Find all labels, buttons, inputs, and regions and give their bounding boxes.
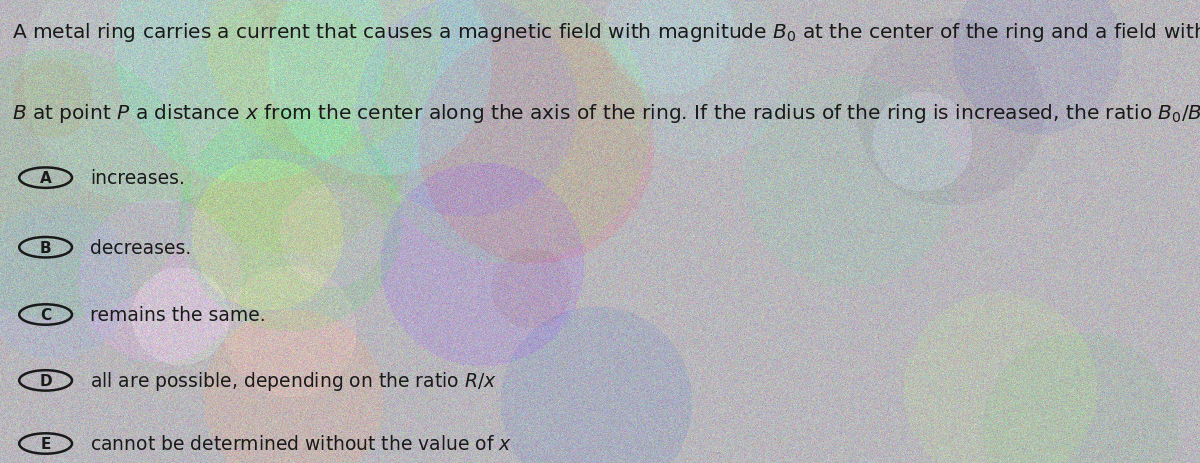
Text: decreases.: decreases. [90,238,191,257]
Text: cannot be determined without the value of $x$: cannot be determined without the value o… [90,434,512,453]
Text: D: D [40,373,52,388]
Text: all are possible, depending on the ratio $R/x$: all are possible, depending on the ratio… [90,369,497,392]
Text: increases.: increases. [90,169,185,188]
Text: A: A [40,171,52,186]
Text: remains the same.: remains the same. [90,306,265,324]
Text: $B$ at point $P$ a distance $x$ from the center along the axis of the ring. If t: $B$ at point $P$ a distance $x$ from the… [12,102,1200,125]
Text: E: E [41,436,50,451]
Text: A metal ring carries a current that causes a magnetic field with magnitude $B_0$: A metal ring carries a current that caus… [12,21,1200,44]
Text: B: B [40,240,52,255]
Text: C: C [40,307,52,322]
